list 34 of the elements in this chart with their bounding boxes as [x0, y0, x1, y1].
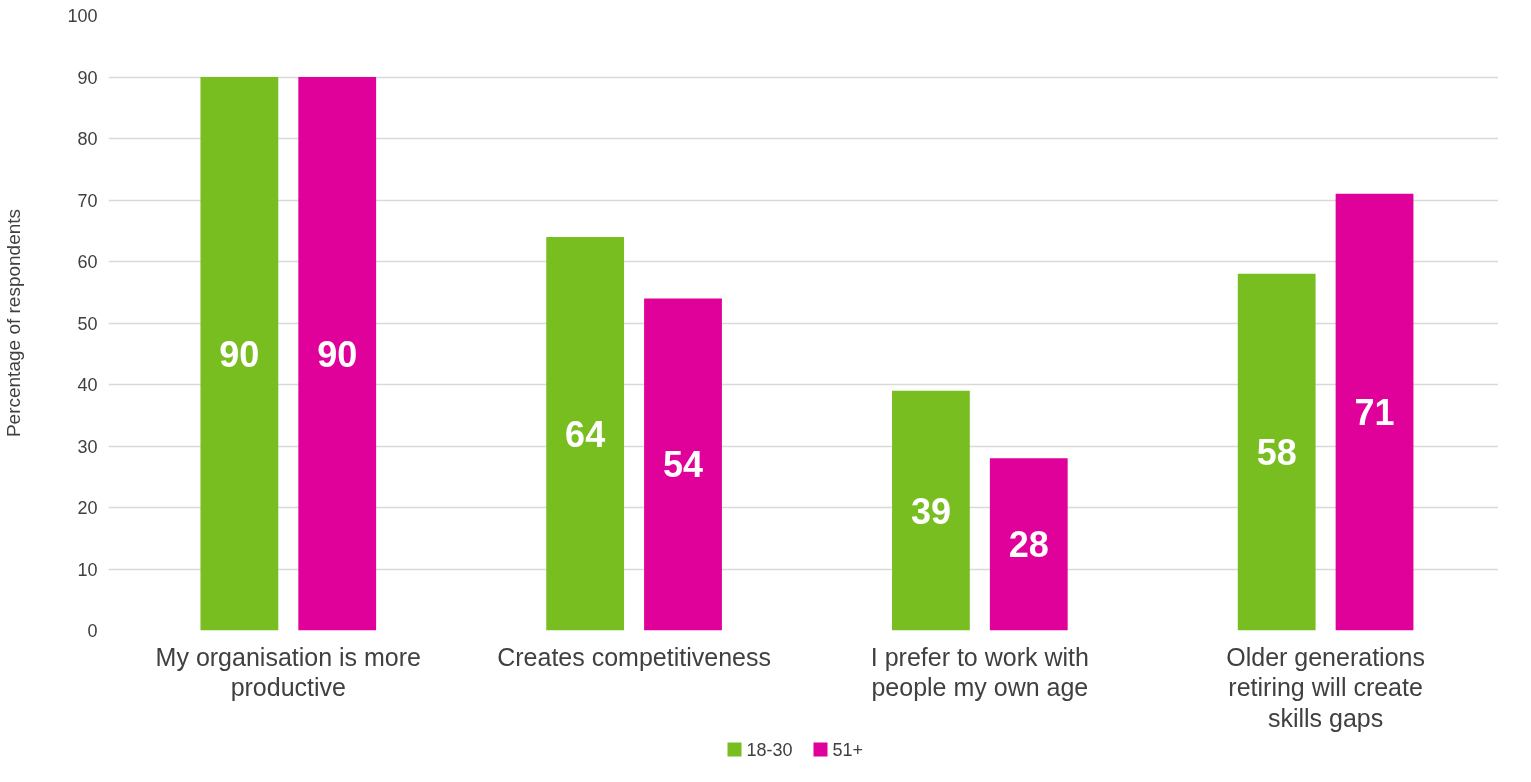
bar	[989, 458, 1068, 631]
data-label: 90	[219, 333, 260, 375]
y-axis-title: Percentage of respondents	[3, 208, 25, 438]
y-tick-label: 90	[77, 67, 98, 88]
data-label: 58	[1256, 432, 1297, 474]
y-tick-label: 80	[77, 129, 98, 149]
y-tick-label: 50	[77, 313, 98, 334]
bar	[1335, 193, 1414, 631]
data-label: 90	[317, 333, 358, 375]
y-tick-label: 70	[77, 190, 98, 211]
y-tick-label: 0	[87, 621, 98, 641]
legend-label: 51+	[832, 740, 864, 760]
bar	[644, 298, 722, 631]
y-tick-label: 40	[77, 375, 98, 395]
y-tick-label: 100	[67, 6, 98, 26]
data-label: 28	[1008, 524, 1049, 566]
bar	[200, 77, 279, 631]
legend-label: 18-30	[746, 740, 793, 760]
bar	[298, 77, 377, 631]
x-tick-label: Creates competitiveness	[497, 642, 771, 671]
y-tick-label: 30	[77, 436, 98, 457]
x-tick-label: I prefer to work with people my own age	[870, 642, 1089, 702]
bar	[892, 390, 970, 631]
bar	[546, 236, 625, 631]
data-label: 64	[565, 413, 606, 455]
y-tick-label: 10	[77, 559, 98, 580]
data-label: 39	[910, 490, 951, 532]
x-tick-label: My organisation is more productive	[155, 642, 421, 702]
data-label: 71	[1354, 392, 1395, 434]
data-label: 54	[662, 444, 704, 486]
bar	[1237, 273, 1316, 631]
x-tick-label: Older generations retiring will create skills gaps	[1226, 642, 1425, 733]
y-tick-label: 60	[77, 252, 98, 272]
y-tick-label: 20	[77, 498, 98, 518]
